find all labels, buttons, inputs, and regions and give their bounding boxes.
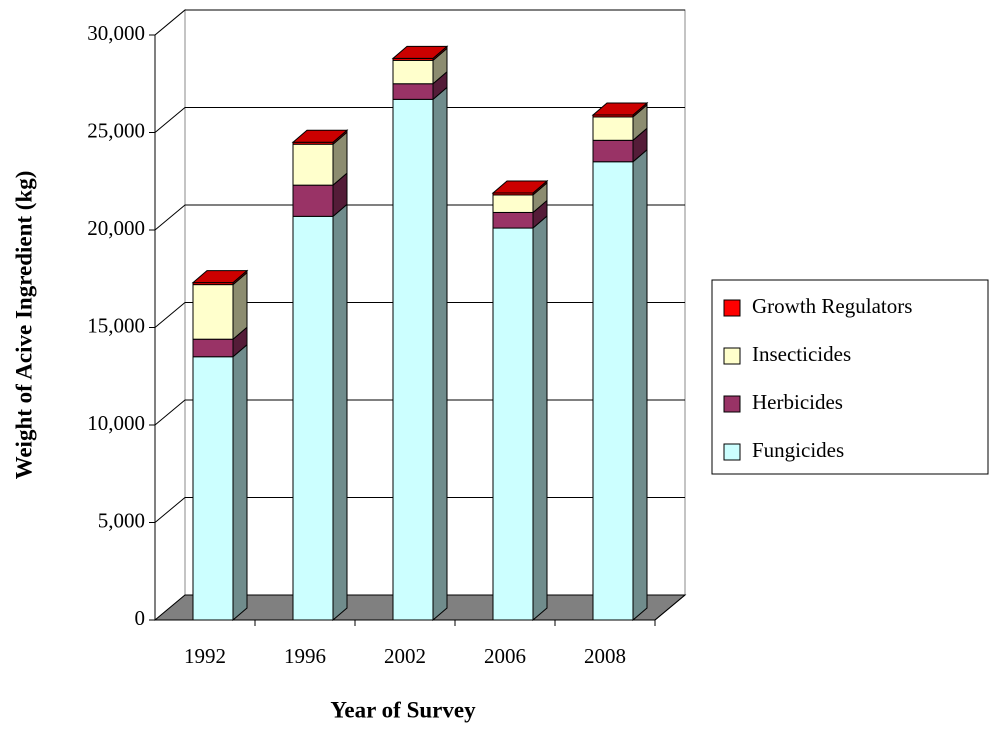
x-axis-label: Year of Survey: [330, 697, 476, 722]
bar-segment: [592, 139, 634, 163]
bar-segment: [192, 284, 234, 340]
y-tick-label: 30,000: [87, 21, 145, 45]
y-tick-label: 20,000: [87, 216, 145, 240]
bar-segment: [392, 83, 434, 100]
bar-segment: [492, 227, 534, 621]
bar-top: [191, 270, 249, 284]
y-tick-label: 0: [135, 606, 146, 630]
bar-segment: [592, 161, 634, 621]
x-tick-label: 2008: [584, 644, 626, 668]
y-tick-label: 15,000: [87, 313, 145, 337]
grid-line: [154, 107, 685, 133]
legend-box: [711, 279, 989, 475]
bar-segment: [292, 184, 334, 217]
bar-top: [591, 102, 649, 116]
bar-segment: [492, 194, 534, 213]
legend-swatch: [723, 443, 741, 461]
x-tick-label: 2002: [384, 644, 426, 668]
grid-line: [154, 9, 685, 36]
bar-segment: [192, 338, 234, 358]
legend-swatch: [723, 299, 741, 317]
x-tick-label: 1992: [184, 644, 226, 668]
bar-side: [332, 203, 348, 622]
legend-label: Fungicides: [752, 438, 844, 462]
legend-label: Herbicides: [752, 390, 843, 414]
bar-segment: [492, 211, 534, 229]
bar-segment: [392, 98, 434, 621]
legend-swatch: [723, 347, 741, 365]
y-axis-label: Weight of Acive Ingredient (kg): [11, 171, 36, 480]
bar-segment: [392, 59, 434, 85]
bar-top: [491, 180, 549, 194]
legend-swatch: [723, 395, 741, 413]
bar-segment: [292, 143, 334, 186]
floor-edge: [654, 594, 686, 621]
x-tick-label: 2006: [484, 644, 526, 668]
bar-side: [432, 86, 448, 622]
bar-segment: [592, 116, 634, 141]
y-tick-label: 10,000: [87, 411, 145, 435]
bar-side: [232, 343, 248, 622]
bar-segment: [192, 356, 234, 621]
bar-top: [391, 45, 449, 59]
legend-label: Insecticides: [752, 342, 851, 366]
x-tick-label: 1996: [284, 644, 326, 668]
legend-label: Growth Regulators: [752, 294, 912, 318]
bar-segment: [292, 215, 334, 621]
bar-side: [632, 148, 648, 622]
bar-top: [291, 129, 349, 143]
y-tick-label: 5,000: [98, 508, 145, 532]
bar-side: [532, 214, 548, 622]
y-tick-label: 25,000: [87, 118, 145, 142]
